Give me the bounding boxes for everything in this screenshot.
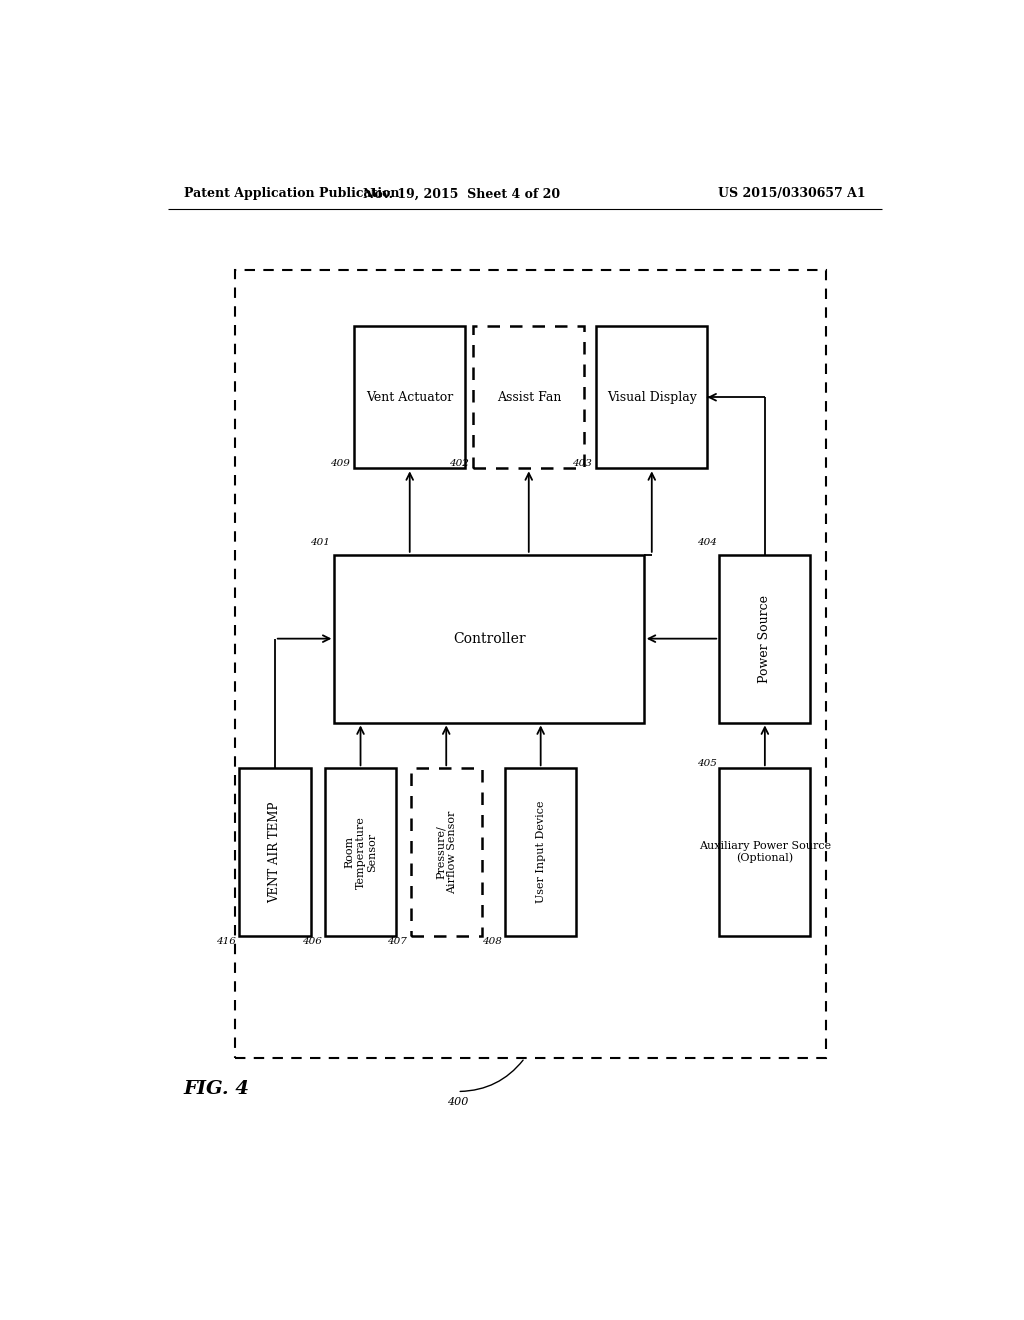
Bar bbox=[236, 271, 826, 1057]
Bar bbox=[719, 768, 811, 936]
Text: Nov. 19, 2015  Sheet 4 of 20: Nov. 19, 2015 Sheet 4 of 20 bbox=[362, 187, 560, 201]
Text: Pressure/
Airflow Sensor: Pressure/ Airflow Sensor bbox=[435, 810, 457, 894]
Text: 404: 404 bbox=[697, 537, 717, 546]
Text: Power Source: Power Source bbox=[759, 594, 771, 682]
Bar bbox=[719, 554, 811, 722]
Text: Controller: Controller bbox=[453, 632, 525, 645]
Text: US 2015/0330657 A1: US 2015/0330657 A1 bbox=[719, 187, 866, 201]
FancyArrowPatch shape bbox=[460, 1060, 523, 1092]
Bar bbox=[334, 554, 644, 722]
Bar bbox=[240, 768, 310, 936]
Text: 405: 405 bbox=[697, 759, 717, 768]
Bar bbox=[411, 768, 482, 936]
Text: Auxiliary Power Source
(Optional): Auxiliary Power Source (Optional) bbox=[698, 841, 830, 863]
Text: 400: 400 bbox=[446, 1097, 468, 1106]
Text: Patent Application Publication: Patent Application Publication bbox=[183, 187, 399, 201]
Bar bbox=[505, 768, 577, 936]
Bar bbox=[473, 326, 585, 469]
Bar bbox=[354, 326, 465, 469]
Text: 406: 406 bbox=[302, 937, 322, 946]
Text: 407: 407 bbox=[387, 937, 408, 946]
Text: User Input Device: User Input Device bbox=[536, 801, 546, 903]
Text: Room
Temperature
Sensor: Room Temperature Sensor bbox=[344, 816, 377, 888]
Text: FIG. 4: FIG. 4 bbox=[183, 1080, 250, 1098]
Text: 402: 402 bbox=[450, 459, 469, 469]
Bar bbox=[325, 768, 396, 936]
Text: VENT AIR TEMP: VENT AIR TEMP bbox=[268, 801, 282, 903]
Bar bbox=[596, 326, 708, 469]
Text: 408: 408 bbox=[482, 937, 502, 946]
Text: Visual Display: Visual Display bbox=[607, 391, 696, 404]
Text: 401: 401 bbox=[309, 537, 330, 546]
Text: 416: 416 bbox=[216, 937, 236, 946]
Text: 403: 403 bbox=[572, 459, 592, 469]
Text: Assist Fan: Assist Fan bbox=[497, 391, 561, 404]
Text: 409: 409 bbox=[331, 459, 350, 469]
Text: Vent Actuator: Vent Actuator bbox=[367, 391, 454, 404]
